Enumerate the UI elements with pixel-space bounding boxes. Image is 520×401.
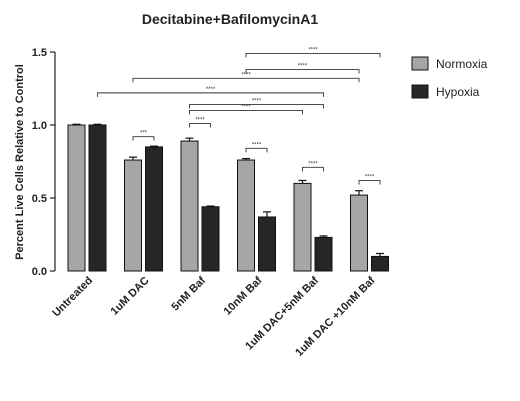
legend-swatch-normoxia: [411, 56, 429, 71]
x-tick-label: 1uM DAC: [109, 275, 152, 318]
bar-normoxia-1: [124, 159, 142, 272]
y-tick-label: 0.0: [32, 266, 47, 278]
x-tick-label: 5nM Baf: [169, 274, 208, 313]
y-tick-label: 0.5: [32, 193, 47, 205]
bar-hypoxia-5: [371, 255, 389, 272]
significance-label: ****: [195, 118, 205, 124]
significance-label: ****: [252, 99, 262, 105]
bar-hypoxia-4: [314, 236, 333, 272]
plot-area: 0.0 0.5 1.0 1.5 Untreated 1uM DAC 5nM Baf 10nM …: [32, 47, 389, 359]
significance-label: ****: [308, 161, 318, 167]
significance-label: ****: [206, 87, 216, 93]
significance-bracket: [358, 180, 381, 185]
significance-bracket: [189, 123, 211, 128]
significance-label: ****: [298, 64, 308, 70]
bar-normoxia-4: [293, 182, 312, 272]
x-tick-label: Untreated: [50, 275, 95, 320]
bar-hypoxia-2: [201, 206, 220, 272]
significance-label: ****: [241, 72, 251, 78]
x-tick-label: 10nM Baf: [222, 274, 265, 317]
significance-bracket: [245, 69, 360, 74]
bar-hypoxia-3: [258, 216, 276, 272]
significance-bracket: [189, 104, 324, 109]
significance-label: ****: [365, 174, 375, 180]
bar-hypoxia-1: [145, 146, 163, 272]
significance-bracket: [97, 92, 324, 97]
bar-normoxia-3: [237, 159, 255, 272]
bar-normoxia-0: [67, 124, 86, 272]
significance-bracket: [245, 53, 381, 58]
legend-label-hypoxia: Hypoxia: [436, 85, 480, 99]
bar-normoxia-2: [180, 140, 199, 272]
legend-swatch-hypoxia: [411, 84, 429, 99]
significance-bracket: [132, 136, 155, 141]
significance-label: ***: [140, 131, 148, 137]
y-tick-label: 1.5: [32, 47, 47, 59]
bar-normoxia-5: [350, 194, 368, 272]
significance-bracket: [189, 109, 303, 115]
legend: Normoxia Hypoxia: [411, 56, 488, 99]
significance-bracket: [132, 77, 360, 83]
bar-hypoxia-0: [88, 124, 107, 272]
significance-label: ****: [308, 47, 318, 53]
significance-label: ****: [241, 104, 251, 110]
significance-label: ****: [252, 142, 262, 148]
significance-bracket: [245, 147, 268, 153]
chart-title: Decitabine+BafilomycinA1: [142, 11, 318, 27]
y-tick-label: 1.0: [32, 120, 47, 132]
y-axis-label: Percent Live Cells Relative to Control: [14, 64, 26, 260]
significance-bracket: [302, 166, 324, 172]
legend-label-normoxia: Normoxia: [436, 57, 488, 71]
